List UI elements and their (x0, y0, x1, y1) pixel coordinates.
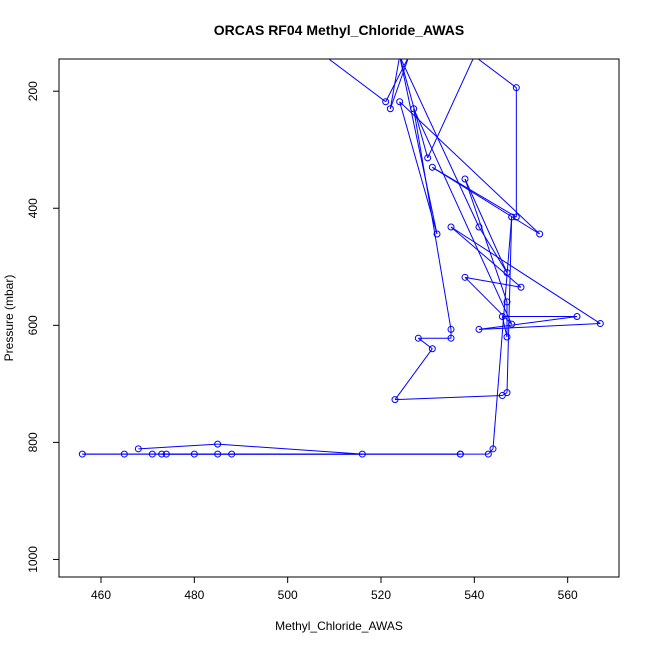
series-segment (413, 108, 452, 330)
data-point (358, 450, 366, 458)
data-point (414, 334, 422, 342)
data-point (410, 105, 418, 113)
series-segment (477, 59, 517, 89)
y-tick-label: 1000 (26, 546, 40, 573)
data-point (424, 154, 432, 162)
data-point (447, 223, 455, 231)
data-point (508, 320, 516, 328)
y-axis: 200 400 600 800 1000 (26, 81, 59, 573)
x-tick-label: 500 (278, 588, 298, 602)
y-axis-label: Pressure (mbar) (2, 275, 16, 362)
series-segment (400, 59, 480, 228)
series-segment (464, 178, 508, 303)
data-point (475, 325, 483, 333)
series-segment (394, 395, 503, 401)
data-point (447, 325, 455, 333)
data-point (512, 84, 520, 92)
series-segment (389, 59, 400, 109)
data-point (596, 320, 604, 328)
series-segment (478, 316, 578, 330)
data-point (148, 450, 156, 458)
data-point (162, 450, 170, 458)
y-tick-label: 600 (26, 315, 40, 335)
series-segment (432, 166, 540, 235)
data-point (386, 105, 394, 113)
data-point (508, 213, 516, 221)
data-point (573, 313, 581, 321)
x-axis: 460 480 500 520 540 560 (91, 577, 578, 602)
data-point (503, 269, 511, 277)
data-point (536, 230, 544, 238)
data-point (228, 450, 236, 458)
series-segment (217, 443, 363, 455)
x-tick-label: 560 (558, 588, 578, 602)
y-tick-label: 400 (26, 198, 40, 218)
series-segment (394, 348, 433, 400)
series-segment (487, 448, 494, 455)
data-point (396, 98, 404, 106)
data-point (489, 445, 497, 453)
series-segment (138, 443, 218, 450)
y-tick-label: 800 (26, 432, 40, 452)
series-layer (78, 59, 604, 458)
series-segment (389, 59, 409, 109)
data-point (433, 230, 441, 238)
y-tick-label: 200 (26, 81, 40, 101)
data-point (475, 223, 483, 231)
series-segment (450, 226, 601, 324)
series-segment (328, 59, 386, 103)
data-point (461, 273, 469, 281)
data-point (214, 440, 222, 448)
data-point (158, 450, 166, 458)
data-point (461, 175, 469, 183)
data-point (134, 445, 142, 453)
chart-title: ORCAS RF04 Methyl_Chloride_AWAS (214, 22, 465, 38)
series-segment (450, 226, 522, 288)
series-segment (464, 178, 508, 273)
data-point (484, 450, 492, 458)
data-point (120, 450, 128, 458)
data-point (78, 450, 86, 458)
data-point (498, 313, 506, 321)
data-point (447, 334, 455, 342)
x-tick-label: 480 (184, 588, 204, 602)
data-point (503, 333, 511, 341)
data-point (456, 450, 464, 458)
data-point (214, 450, 222, 458)
data-point (517, 283, 525, 291)
data-point (391, 396, 399, 404)
x-axis-label: Methyl_Chloride_AWAS (275, 619, 403, 633)
series-group (78, 59, 604, 458)
data-point (190, 450, 198, 458)
series-segment (427, 59, 474, 159)
series-segment (399, 59, 429, 159)
data-point (428, 345, 436, 353)
data-point (503, 389, 511, 397)
series-segment (413, 108, 513, 325)
series-segment (506, 217, 513, 393)
x-tick-label: 540 (464, 588, 484, 602)
data-point (503, 298, 511, 306)
x-tick-label: 520 (371, 588, 391, 602)
x-tick-label: 460 (91, 588, 111, 602)
series-segment (478, 323, 601, 330)
series-segment (399, 59, 438, 235)
data-point (428, 163, 436, 171)
data-point (382, 98, 390, 106)
series-segment (492, 216, 513, 449)
plot-area-frame (58, 58, 620, 578)
series-segment (399, 101, 541, 235)
series-segment (478, 226, 508, 273)
data-point (512, 213, 520, 221)
series-segment (385, 59, 409, 102)
